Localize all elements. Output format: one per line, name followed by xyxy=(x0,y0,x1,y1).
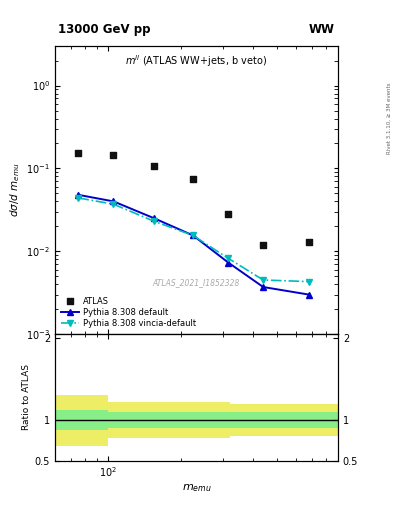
Pythia 8.308 vincia-default xyxy=(152,218,156,224)
Text: $m^{ll}$ (ATLAS WW+jets, b veto): $m^{ll}$ (ATLAS WW+jets, b veto) xyxy=(125,53,268,69)
Line: Pythia 8.308 vincia-default: Pythia 8.308 vincia-default xyxy=(75,195,312,285)
Pythia 8.308 vincia-default xyxy=(111,201,116,207)
Text: 13000 GeV pp: 13000 GeV pp xyxy=(58,23,151,36)
Pythia 8.308 default xyxy=(111,198,116,204)
ATLAS xyxy=(110,151,117,159)
Pythia 8.308 default xyxy=(191,232,195,239)
Text: Rivet 3.1.10, ≥ 3M events: Rivet 3.1.10, ≥ 3M events xyxy=(386,82,391,154)
Pythia 8.308 vincia-default xyxy=(76,195,81,201)
Text: ATLAS_2021_I1852328: ATLAS_2021_I1852328 xyxy=(153,278,240,287)
ATLAS xyxy=(305,238,312,246)
Pythia 8.308 vincia-default xyxy=(226,255,231,262)
Y-axis label: $d\sigma/d\ m_{emu}$: $d\sigma/d\ m_{emu}$ xyxy=(8,163,22,217)
ATLAS xyxy=(225,210,231,218)
Y-axis label: Ratio to ATLAS: Ratio to ATLAS xyxy=(22,365,31,431)
Legend: ATLAS, Pythia 8.308 default, Pythia 8.308 vincia-default: ATLAS, Pythia 8.308 default, Pythia 8.30… xyxy=(59,295,198,330)
Pythia 8.308 default xyxy=(152,215,156,221)
X-axis label: $m_{emu}$: $m_{emu}$ xyxy=(182,482,211,494)
ATLAS xyxy=(75,148,81,157)
Pythia 8.308 vincia-default xyxy=(191,232,195,239)
ATLAS xyxy=(260,241,266,249)
Text: WW: WW xyxy=(309,23,335,36)
ATLAS xyxy=(151,162,157,170)
Pythia 8.308 vincia-default xyxy=(261,277,266,283)
Pythia 8.308 default xyxy=(306,291,311,297)
ATLAS xyxy=(190,175,196,183)
Line: Pythia 8.308 default: Pythia 8.308 default xyxy=(75,191,312,297)
Pythia 8.308 vincia-default xyxy=(306,279,311,285)
Pythia 8.308 default xyxy=(226,260,231,266)
Pythia 8.308 default xyxy=(76,192,81,198)
Pythia 8.308 default xyxy=(261,284,266,290)
